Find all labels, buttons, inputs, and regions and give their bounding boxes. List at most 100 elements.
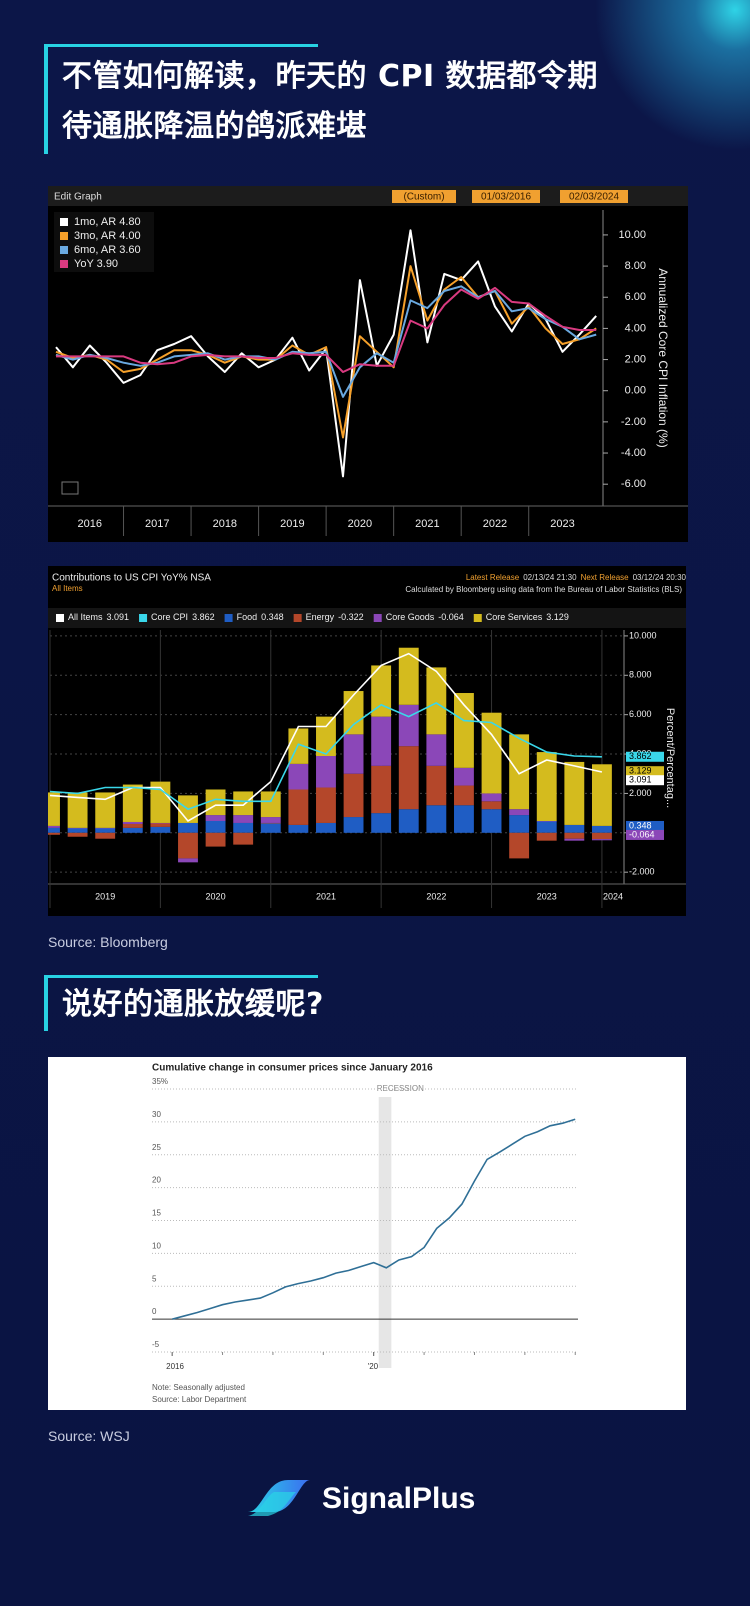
x-tick-label: 2022 [426,891,446,901]
bar-segment [481,712,502,794]
legend-label: 1mo, AR 4.80 [74,216,141,228]
legend-label: Energy -0.322 [306,612,364,622]
chart-title: Contributions to US CPI YoY% NSA [52,573,211,584]
y-tick-label: 0.00 [625,385,646,397]
bar-segment [536,752,557,821]
legend-value: 3.129 [546,612,569,622]
value-tag [626,829,664,840]
bar-segment [426,667,447,735]
legend-label: All Items 3.091 [68,612,129,622]
bar-segment [260,822,281,833]
chart: Edit Graph (Custom) 01/03/2016 02/03/2024 10… [48,186,688,542]
bar-segment [343,773,364,818]
bar-segment [509,832,530,859]
bar-segment [536,820,557,822]
bar-segment [371,765,392,814]
bar-segment [260,791,281,818]
bar-segment [481,809,502,833]
bar-segment [591,839,612,841]
bar-segment [178,822,198,833]
legend-swatch [56,614,64,622]
legend-swatch [60,218,68,226]
legend-label: 3mo, AR 4.00 [74,230,141,242]
bar-segment [122,827,143,833]
bar-segment [454,693,474,768]
x-tick-label: 2019 [95,891,115,901]
bar-segment [481,801,502,810]
x-tick-label: 2018 [213,518,237,530]
bar-segment [67,832,88,837]
x-tick-label: 2017 [145,518,169,530]
y-tick-label: 10.000 [629,630,657,640]
y-tick-label: 30 [152,1110,161,1119]
chart: Contributions to US CPI YoY% NSA All Item… [48,566,686,916]
legend-name: Core Goods [386,612,435,622]
bar-segment [398,746,419,810]
heading: 说好的通胀放缓呢? [62,980,324,1030]
bar-segment [454,767,474,786]
bar-segment [343,817,364,833]
bar-segment [564,824,585,833]
chart-icon [61,481,79,495]
x-tick-label: 2024 [603,891,623,901]
value-tag-label: 3.862 [629,751,652,761]
x-tick-label: 2020 [348,518,372,530]
bar-segment [48,825,60,828]
y-tick-label: -2.00 [621,416,646,428]
chart-note: Calculated by Bloomberg using data from … [405,585,682,594]
bar-segment [233,815,254,823]
value-tag-label: 0.348 [629,820,652,830]
toolbar-field [472,190,540,203]
bar-segment [95,792,116,828]
bar-segment [591,764,612,826]
y-tick-label: 2.00 [625,353,646,365]
legend-swatch [60,246,68,254]
bar-segment [95,827,116,833]
x-tick-label: '20 [368,1362,379,1371]
bar-segment [48,832,60,835]
x-tick-label: 2016 [78,518,102,530]
legend-label: Food 0.348 [237,612,284,622]
release-info: Latest Release 02/13/24 21:30 Next Release… [466,573,686,582]
y-tick-label: -4.00 [621,447,646,459]
y-tick-label: 15 [152,1209,161,1218]
bar-segment [288,824,309,833]
bar-segment [260,822,281,824]
legend-name: Core Services [486,612,543,622]
bar-segment [205,815,226,821]
bar-segment [481,793,502,802]
bar-segment [288,789,309,825]
value-tag-label: -0.064 [629,829,655,839]
value-tag [626,766,664,777]
legend-swatch [224,614,233,622]
x-tick-label: 2021 [415,518,439,530]
bar-segment [371,665,392,717]
bar-segment [150,822,171,827]
bar-segment [288,763,309,790]
bar-segment [233,832,254,845]
y-tick-label: 0 [152,1307,157,1316]
legend-name: Energy [306,612,335,622]
legend-box [54,212,154,272]
y-tick-label: -2.000 [629,867,655,877]
bar-segment [536,820,557,833]
legend-swatch [473,614,482,622]
bar-segment [454,805,474,833]
bar-segment [233,791,254,816]
x-tick-label: 2022 [483,518,507,530]
y-tick-label: 35% [152,1077,168,1086]
bar-segment [536,832,557,841]
recession-band [378,1097,392,1368]
brand-logo: SignalPlus [248,1480,475,1516]
legend-swatch [293,614,302,622]
x-tick-label: 2019 [280,518,304,530]
bar-segment [67,827,88,833]
bar-segment [122,821,143,824]
heading-rule [44,975,318,978]
line [171,1118,576,1320]
source: Source: WSJ [48,1428,130,1444]
bar-segment [398,704,419,747]
x-tick-label: 2023 [537,891,557,901]
line [49,701,602,811]
